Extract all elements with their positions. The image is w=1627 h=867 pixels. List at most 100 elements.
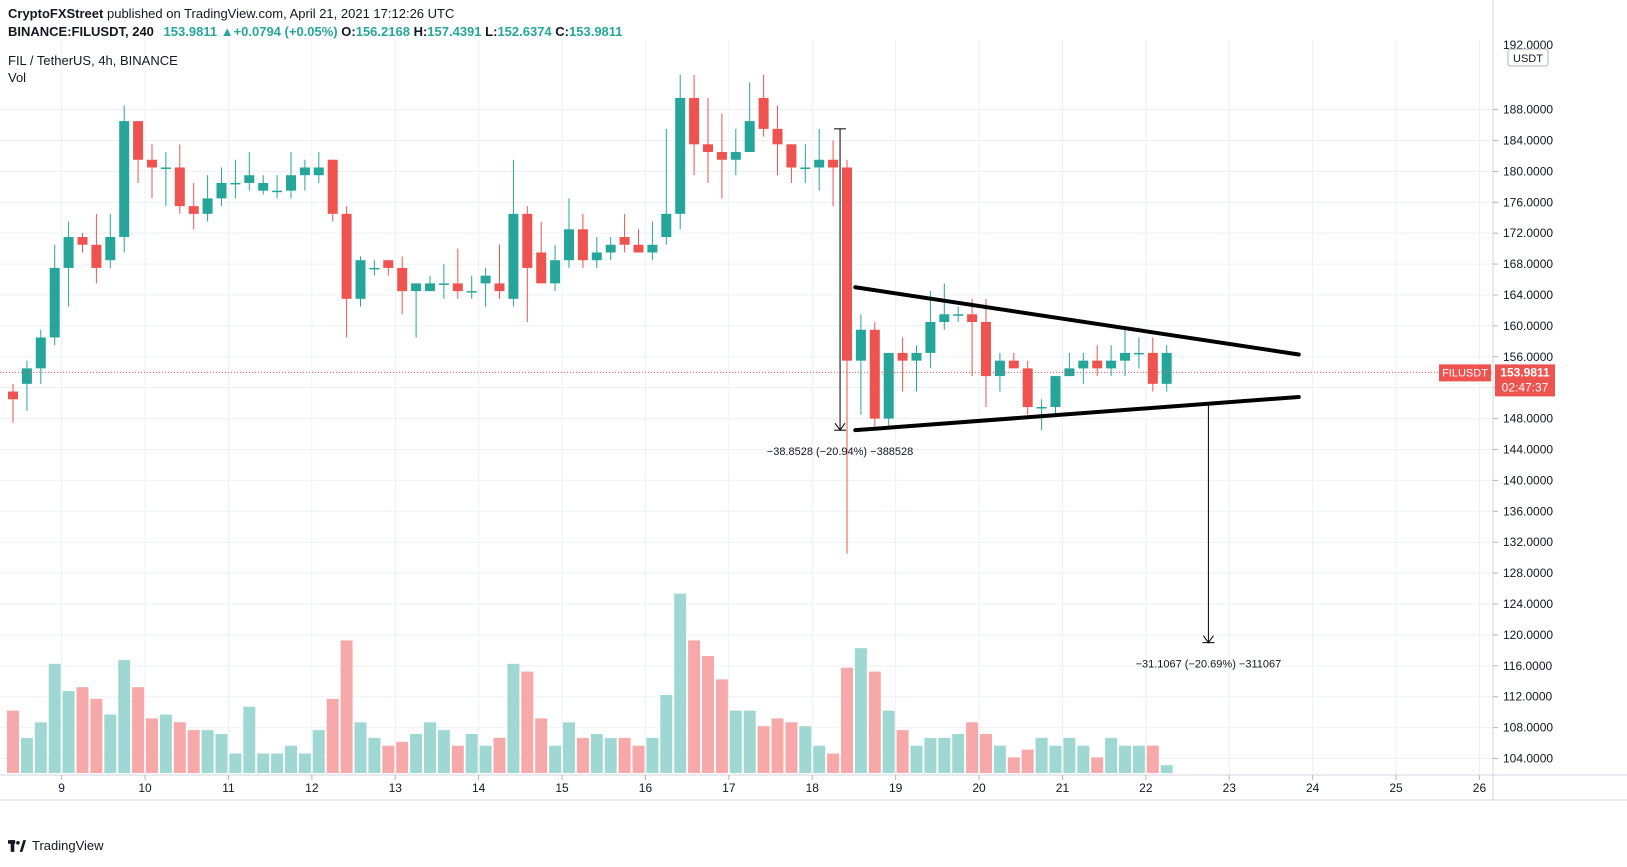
price-tick-label: 124.0000 <box>1503 597 1553 611</box>
candle <box>925 291 936 369</box>
price-tag-value: 153.9811 <box>1500 365 1550 379</box>
candle <box>438 264 449 299</box>
measure-1: −38.8528 (−20.94%) −388528 <box>767 128 914 458</box>
candle <box>369 260 380 276</box>
candle-body <box>522 213 533 268</box>
volume-bar <box>757 726 770 773</box>
price-tick-label: 156.0000 <box>1503 350 1553 364</box>
price-tick-label: 184.0000 <box>1503 133 1553 147</box>
price-change: +0.0794 (+0.05%) <box>233 24 338 39</box>
candle <box>49 244 60 346</box>
volume-bar <box>952 734 965 773</box>
high-label: H: <box>413 24 428 39</box>
candle <box>1078 352 1089 384</box>
candle-body <box>633 244 644 253</box>
volume-bar <box>243 706 256 773</box>
volume-bar <box>938 737 951 773</box>
candle <box>244 152 255 191</box>
volume-bar <box>771 718 784 773</box>
volume-bar <box>173 722 186 773</box>
volume-bar <box>632 745 645 773</box>
volume-bar <box>827 753 840 773</box>
time-tick-label: 15 <box>555 781 569 795</box>
candle-body <box>925 322 936 353</box>
candle <box>897 337 908 392</box>
volume-bar <box>229 753 242 773</box>
candle-body <box>1036 407 1047 409</box>
volume-bar <box>326 698 339 773</box>
candle <box>133 121 144 183</box>
candle-body <box>411 283 422 292</box>
candle-body <box>466 291 477 293</box>
price-tag <box>1495 364 1555 397</box>
candle-body <box>397 267 408 292</box>
candle <box>411 283 422 338</box>
candle <box>675 74 686 230</box>
candle <box>1022 360 1033 415</box>
candle <box>828 140 839 207</box>
candle-body <box>1050 376 1061 407</box>
volume-bar <box>854 648 867 773</box>
volume-bar <box>48 663 61 773</box>
volume-bar <box>132 687 145 773</box>
time-tick-label: 10 <box>138 781 152 795</box>
candle-body <box>202 198 213 214</box>
candle-body <box>800 167 811 169</box>
volume-bar <box>382 745 395 773</box>
candle <box>619 213 630 253</box>
measure-label: −38.8528 (−20.94%) −388528 <box>767 446 914 458</box>
candle-body <box>897 352 908 361</box>
candle <box>1050 376 1061 415</box>
volume-bar <box>340 640 353 773</box>
volume-bar <box>702 656 714 773</box>
volume-bar <box>590 734 603 773</box>
volume-bar <box>535 718 548 773</box>
tradingview-logo-icon <box>8 839 26 852</box>
candle-body <box>341 213 352 299</box>
candle-body <box>8 391 18 400</box>
candle-body <box>438 283 449 285</box>
candles <box>8 74 1172 554</box>
candle <box>452 248 463 299</box>
candle-body <box>480 275 491 284</box>
volume-bar <box>743 710 756 773</box>
candle <box>883 352 894 427</box>
volume-bar <box>146 718 158 773</box>
volume-bar <box>257 753 270 773</box>
volume-bar <box>785 722 798 773</box>
candle <box>494 244 505 299</box>
candle <box>564 198 574 268</box>
symbol-full: BINANCE:FILUSDT, 240 <box>8 24 154 39</box>
publisher-name[interactable]: CryptoFXStreet <box>8 6 104 21</box>
candle-body <box>369 267 380 270</box>
candle <box>536 221 547 284</box>
candle <box>1106 345 1117 377</box>
candle-body <box>647 244 658 253</box>
candle <box>1008 352 1019 369</box>
time-tick-label: 20 <box>972 781 986 795</box>
time-tick-label: 12 <box>305 781 319 795</box>
candle <box>689 74 700 176</box>
candle-body <box>133 121 144 160</box>
time-tick-label: 14 <box>472 781 486 795</box>
candle-body <box>1092 360 1103 369</box>
volume-bar <box>924 737 937 773</box>
volume-bar <box>896 730 909 773</box>
candle <box>258 175 269 195</box>
time-tick-label: 17 <box>722 781 736 795</box>
candle <box>939 283 950 330</box>
candle-body <box>244 175 255 183</box>
candle-body <box>716 152 727 160</box>
volume-bar <box>1077 745 1090 773</box>
footer-brand[interactable]: TradingView <box>32 838 104 853</box>
candle-body <box>591 252 602 261</box>
candle <box>425 275 435 292</box>
candle-body <box>63 237 74 268</box>
candle-body <box>1078 360 1089 369</box>
candle <box>8 383 18 423</box>
volume-bar <box>868 671 881 773</box>
candle-body <box>258 182 269 191</box>
time-tick-label: 16 <box>639 781 653 795</box>
volume-bar <box>159 714 172 773</box>
